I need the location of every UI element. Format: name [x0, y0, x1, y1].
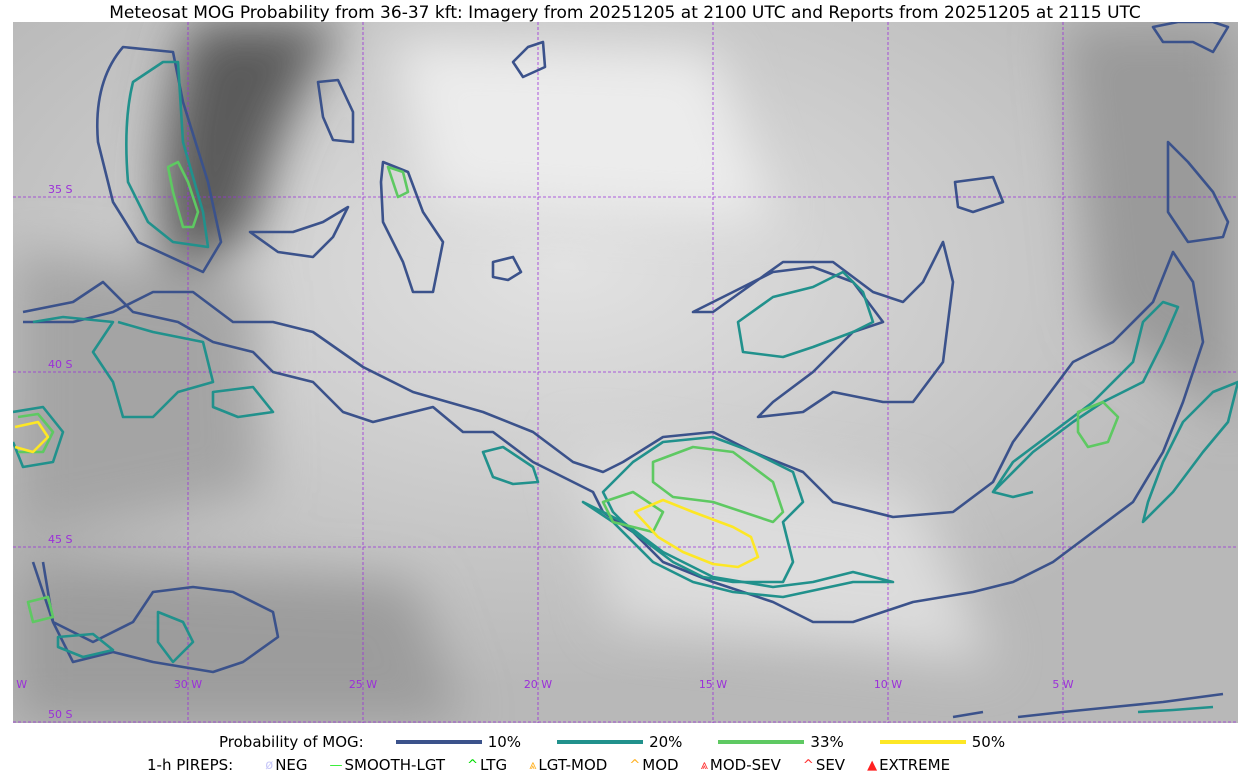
double-caret-icon: ^ [802, 757, 814, 773]
legend-entry-label: LTG [479, 756, 508, 774]
contour-20pct [13, 60, 1238, 714]
legend-swatch [718, 740, 805, 744]
longitude-label: 20 W [524, 678, 552, 691]
line-icon: — [329, 757, 343, 773]
legend-entry-label: LGT-MOD [538, 756, 608, 774]
longitude-label: 35 W [13, 678, 27, 691]
latitude-label: 50 S [48, 708, 72, 721]
satellite-map: 35 W 30 W 25 W 20 W 15 W 10 W 5 W 35 S 40 S 45 S 5… [13, 22, 1238, 723]
legend-entry-label: 10% [487, 733, 522, 751]
probability-legend-label: Probability of MOG: [219, 733, 364, 751]
graticule [13, 22, 1238, 723]
longitude-label: 10 W [874, 678, 902, 691]
caret-bar-icon: ⩓ [529, 757, 537, 773]
legend-entry-label: NEG [275, 756, 308, 774]
legend-entry-label: MOD-SEV [709, 756, 781, 774]
longitude-label: 30 W [174, 678, 202, 691]
legend-entry-label: 20% [649, 733, 683, 751]
contour-50pct [14, 420, 760, 569]
latitude-label: 40 S [48, 358, 72, 371]
legend-entry-label: MOD [642, 756, 679, 774]
pirep-legend: 1-h PIREPS: ø NEG — SMOOTH-LGT ^ LTG ⩓ LGT-MOD ^… [147, 756, 958, 774]
pirep-legend-label: 1-h PIREPS: [147, 756, 234, 774]
legend-swatch [557, 740, 644, 744]
longitude-label: 25 W [349, 678, 377, 691]
legend-entry-label: SEV [815, 756, 846, 774]
double-caret-bar-icon: ⩓ [700, 757, 708, 773]
longitude-label: 5 W [1052, 678, 1073, 691]
legend-swatch [879, 740, 966, 744]
legend-entry-label: EXTREME [879, 756, 951, 774]
legend-swatch [395, 740, 482, 744]
legend-entry-label: 33% [810, 733, 844, 751]
legend-entry-label: 50% [971, 733, 1006, 751]
caret-icon: ^ [629, 757, 641, 773]
filled-triangle-icon: ▲ [867, 757, 878, 773]
contour-33pct [17, 160, 1120, 624]
chart-title: Meteosat MOG Probability from 36-37 kft:… [109, 3, 1141, 23]
contour-10pct [22, 22, 1230, 719]
longitude-label: 15 W [699, 678, 727, 691]
probability-legend: Probability of MOG: 10% 20% 33% 50% [219, 733, 1035, 751]
caret-icon: ^ [467, 757, 478, 773]
latitude-label: 45 S [48, 533, 72, 546]
latitude-label: 35 S [48, 183, 72, 196]
contours [13, 22, 1238, 719]
neg-icon: ø [265, 757, 274, 773]
legend-entry-label: SMOOTH-LGT [344, 756, 446, 774]
